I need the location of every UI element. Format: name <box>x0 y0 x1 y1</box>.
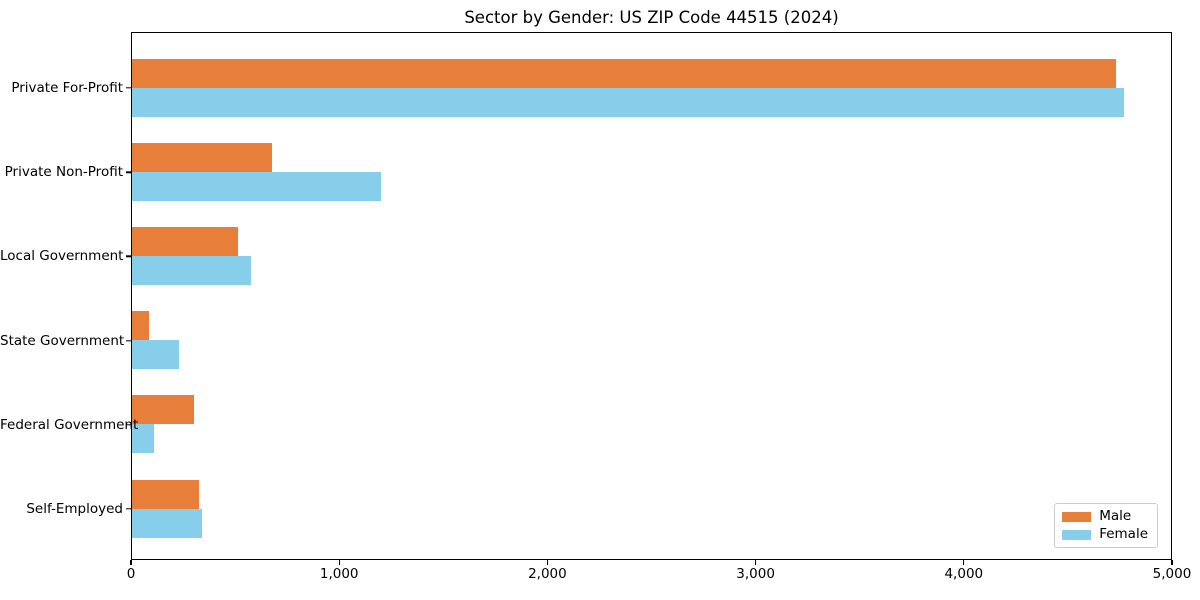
bar-female-local-government <box>132 256 252 285</box>
bar-female-private-non-profit <box>132 171 381 201</box>
legend: Male Female <box>1054 503 1158 548</box>
legend-item-male: Male <box>1062 509 1148 524</box>
bar-female-self-employed <box>132 508 202 538</box>
legend-swatch-female <box>1062 529 1092 540</box>
y-tick-mark <box>126 87 131 89</box>
x-tick-mark <box>754 560 757 565</box>
plot-area: Male Female <box>131 32 1172 560</box>
legend-swatch-male <box>1062 511 1092 522</box>
chart-title: Sector by Gender: US ZIP Code 44515 (202… <box>464 8 839 27</box>
x-tick-mark <box>546 560 549 565</box>
x-tick-label-3000: 3,000 <box>736 566 775 582</box>
bar-male-self-employed <box>132 479 200 509</box>
legend-label-female: Female <box>1099 526 1148 542</box>
y-tick-mark <box>126 508 131 510</box>
x-tick-label-0: 0 <box>126 566 136 582</box>
bar-male-local-government <box>132 227 238 256</box>
y-tick-label-private-for-profit: Private For-Profit <box>11 80 123 96</box>
y-tick-mark <box>126 339 131 342</box>
y-tick-label-federal-government: Federal Government <box>0 416 139 433</box>
bar-female-private-for-profit <box>132 87 1125 117</box>
y-tick-mark <box>126 171 131 173</box>
x-tick-mark <box>338 560 340 565</box>
x-tick-mark <box>1171 560 1173 565</box>
bar-male-state-government <box>132 311 149 341</box>
legend-item-female: Female <box>1062 527 1148 542</box>
bar-male-federal-government <box>132 395 195 425</box>
y-tick-label-self-employed: Self-Employed <box>26 501 123 517</box>
x-tick-label-4000: 4,000 <box>944 566 984 582</box>
y-tick-label-private-non-profit: Private Non-Profit <box>4 164 123 181</box>
y-tick-label-local-government: Local Government <box>0 248 124 265</box>
bar-male-private-for-profit <box>132 58 1116 88</box>
x-tick-mark <box>963 560 965 565</box>
bar-female-state-government <box>132 340 179 370</box>
x-tick-label-1000: 1,000 <box>319 566 359 582</box>
x-tick-label-5000: 5,000 <box>1152 566 1192 582</box>
x-tick-label-2000: 2,000 <box>528 566 567 582</box>
bar-female-federal-government <box>132 424 155 454</box>
y-tick-mark <box>126 255 131 258</box>
legend-label-male: Male <box>1099 508 1132 524</box>
y-tick-label-state-government: State Government <box>0 332 125 349</box>
x-tick-mark <box>130 560 132 565</box>
y-tick-mark <box>126 424 131 426</box>
bar-male-private-non-profit <box>132 142 272 172</box>
